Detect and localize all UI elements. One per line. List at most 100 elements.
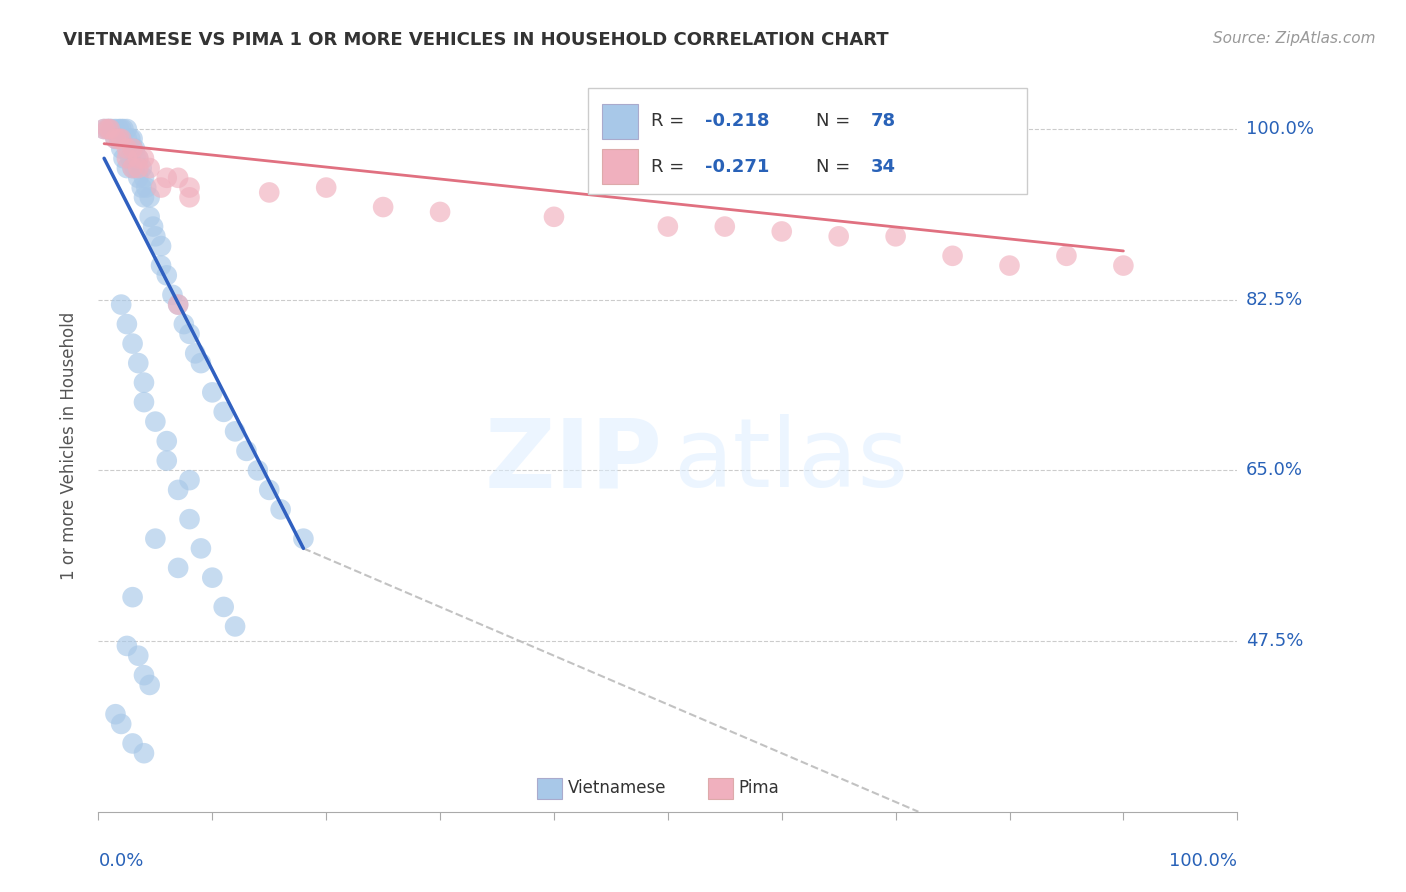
- Point: [110, 717, 132, 731]
- Point: [115, 161, 138, 175]
- Point: [104, 122, 127, 136]
- Point: [121, 142, 143, 156]
- Text: Source: ZipAtlas.com: Source: ZipAtlas.com: [1212, 31, 1375, 46]
- Point: [884, 229, 907, 244]
- Point: [259, 186, 281, 200]
- Point: [212, 405, 235, 419]
- Point: [167, 561, 190, 575]
- Point: [543, 210, 565, 224]
- Point: [167, 297, 190, 311]
- Text: 47.5%: 47.5%: [1246, 632, 1303, 650]
- FancyBboxPatch shape: [602, 103, 638, 139]
- Point: [270, 502, 292, 516]
- Text: R =: R =: [651, 112, 690, 130]
- Point: [132, 395, 155, 409]
- Point: [156, 434, 179, 449]
- Point: [110, 142, 132, 156]
- Text: 82.5%: 82.5%: [1246, 291, 1303, 309]
- Point: [96, 122, 118, 136]
- Point: [224, 619, 246, 633]
- Point: [110, 132, 132, 146]
- Point: [138, 210, 160, 224]
- Point: [108, 122, 131, 136]
- Point: [315, 180, 337, 194]
- Point: [93, 122, 115, 136]
- Point: [104, 132, 127, 146]
- Point: [132, 746, 155, 760]
- Point: [120, 151, 142, 165]
- Text: 78: 78: [870, 112, 896, 130]
- Point: [235, 443, 257, 458]
- Point: [135, 180, 157, 194]
- Point: [110, 297, 132, 311]
- Point: [108, 132, 131, 146]
- Point: [167, 170, 190, 185]
- Point: [150, 180, 173, 194]
- Point: [770, 224, 793, 238]
- Text: 100.0%: 100.0%: [1246, 120, 1313, 138]
- Point: [120, 132, 142, 146]
- Text: R =: R =: [651, 158, 690, 176]
- Point: [167, 297, 190, 311]
- Text: Pima: Pima: [738, 780, 779, 797]
- Point: [138, 161, 160, 175]
- Point: [121, 736, 143, 750]
- Text: atlas: atlas: [673, 414, 908, 508]
- Point: [150, 239, 173, 253]
- Text: N =: N =: [815, 112, 856, 130]
- Point: [124, 161, 146, 175]
- Point: [115, 132, 138, 146]
- Point: [108, 132, 131, 146]
- Point: [132, 668, 155, 682]
- Point: [127, 170, 149, 185]
- Point: [1112, 259, 1135, 273]
- Point: [179, 326, 201, 341]
- Point: [184, 346, 207, 360]
- Y-axis label: 1 or more Vehicles in Household: 1 or more Vehicles in Household: [59, 312, 77, 580]
- Point: [121, 161, 143, 175]
- Point: [127, 151, 149, 165]
- Point: [121, 336, 143, 351]
- Point: [150, 259, 173, 273]
- Point: [259, 483, 281, 497]
- Point: [127, 648, 149, 663]
- FancyBboxPatch shape: [707, 778, 733, 798]
- Point: [179, 512, 201, 526]
- Point: [942, 249, 965, 263]
- Point: [162, 288, 184, 302]
- Point: [246, 463, 269, 477]
- Text: -0.271: -0.271: [706, 158, 770, 176]
- Point: [115, 317, 138, 331]
- Point: [132, 190, 155, 204]
- Point: [179, 180, 201, 194]
- Point: [201, 571, 224, 585]
- Text: 65.0%: 65.0%: [1246, 461, 1302, 479]
- Point: [179, 473, 201, 487]
- Point: [110, 122, 132, 136]
- FancyBboxPatch shape: [537, 778, 562, 798]
- Point: [121, 590, 143, 604]
- Point: [167, 483, 190, 497]
- Point: [131, 161, 153, 175]
- Text: ZIP: ZIP: [484, 414, 662, 508]
- Point: [142, 219, 165, 234]
- Point: [115, 142, 138, 156]
- Point: [138, 678, 160, 692]
- Point: [127, 151, 149, 165]
- Point: [127, 356, 149, 370]
- Point: [156, 268, 179, 283]
- Text: 100.0%: 100.0%: [1170, 852, 1237, 870]
- Text: 34: 34: [870, 158, 896, 176]
- Point: [145, 229, 167, 244]
- Point: [115, 639, 138, 653]
- Point: [156, 170, 179, 185]
- Point: [212, 599, 235, 614]
- Point: [371, 200, 394, 214]
- Point: [173, 317, 195, 331]
- Point: [93, 122, 115, 136]
- Point: [101, 122, 124, 136]
- Point: [1054, 249, 1078, 263]
- Text: 0.0%: 0.0%: [98, 852, 143, 870]
- Point: [179, 190, 201, 204]
- Point: [224, 425, 246, 439]
